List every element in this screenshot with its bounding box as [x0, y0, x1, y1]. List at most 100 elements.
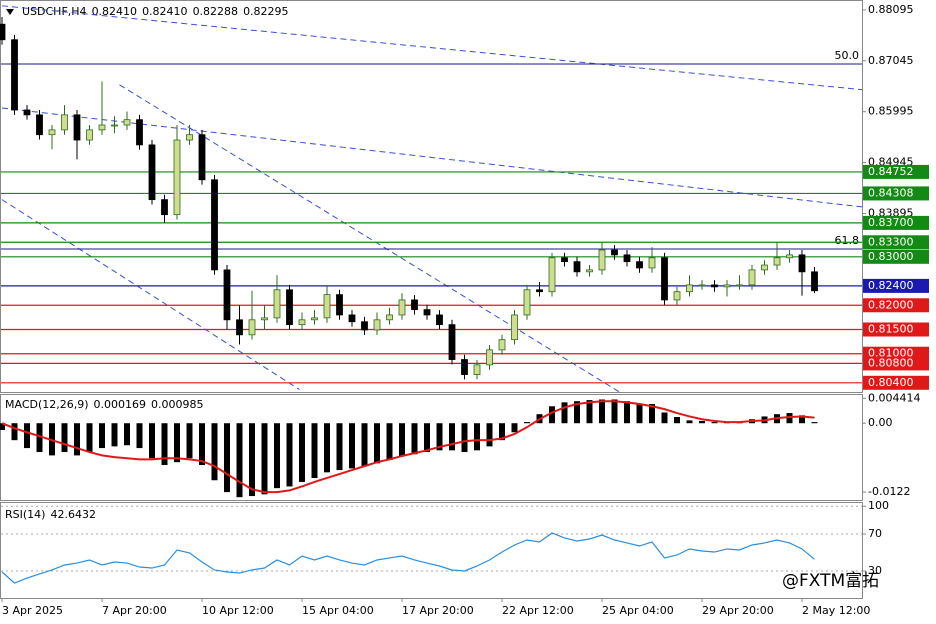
macd-bar — [349, 423, 355, 469]
candle-body — [436, 314, 443, 326]
candle-body — [411, 299, 418, 311]
macd-bar — [461, 423, 468, 453]
menu-arrow[interactable] — [6, 9, 14, 15]
y-tick-label: 0.85995 — [868, 105, 914, 118]
macd-bar — [436, 423, 443, 451]
indicator-title: MACD(12,26,9) — [5, 398, 89, 411]
candle-body — [248, 319, 256, 336]
macd-bar — [299, 423, 305, 482]
macd-bar — [361, 423, 368, 467]
candle-body — [448, 324, 456, 360]
macd-bar — [699, 420, 705, 424]
trend-line — [1, 107, 863, 208]
candle-body — [773, 257, 781, 266]
macd-bar — [124, 423, 130, 446]
candle-body — [586, 269, 593, 273]
candle-body — [423, 309, 431, 316]
y-tick-label: 0.00 — [868, 416, 893, 429]
macd-bar — [324, 423, 330, 473]
candle-body — [286, 289, 293, 326]
candle-body — [623, 254, 631, 263]
macd-bar — [449, 423, 455, 451]
candle-body — [648, 257, 656, 269]
trend-line — [1, 199, 300, 390]
price-level-box — [863, 164, 929, 179]
candle-body — [611, 249, 618, 256]
y-tick-label: 0.88095 — [868, 3, 914, 16]
rsi-line — [1, 532, 815, 584]
macd-bar — [174, 423, 180, 463]
candle-body — [711, 284, 718, 288]
watermark: @FXTM富拓 — [782, 571, 879, 591]
macd-bar — [486, 423, 493, 447]
candle-body — [261, 317, 268, 321]
x-tick-label: 29 Apr 20:00 — [702, 604, 774, 617]
macd-bar — [611, 399, 618, 424]
price-level-box — [863, 215, 929, 230]
candle-body — [136, 119, 143, 146]
symbol-title: USDCHF,H4 — [22, 5, 87, 18]
price-level-label: 0.82400 — [868, 279, 914, 292]
y-tick-label: 0.004414 — [868, 391, 921, 404]
macd-bar — [111, 423, 118, 447]
candle-body — [173, 139, 181, 216]
fib-label: 61.8 — [835, 234, 860, 247]
candle-body — [786, 254, 793, 259]
candle-body — [361, 321, 368, 331]
quote-value: 0.82410 — [92, 5, 138, 18]
plot-layer: USDCHF,H4 0.82410 0.82410 0.82288 0.82295 0.8… — [0, 3, 929, 617]
candle-body — [486, 349, 493, 366]
candle-body — [298, 319, 306, 326]
candle-body — [148, 144, 156, 201]
macd-bar — [286, 423, 293, 487]
main-panel — [0, 0, 863, 393]
macd-bar — [36, 423, 43, 453]
candle-body — [748, 269, 756, 286]
macd-bar — [661, 412, 668, 424]
macd-bar — [524, 422, 530, 424]
price-level-label: 0.82000 — [868, 298, 914, 311]
price-level-label: 0.80400 — [868, 376, 914, 389]
price-level-box — [863, 278, 929, 293]
macd-bar — [74, 423, 80, 456]
macd-panel — [0, 394, 863, 501]
price-level-box — [863, 375, 929, 390]
macd-bar — [136, 423, 143, 449]
candle-body — [236, 319, 243, 336]
candle-body — [511, 314, 518, 341]
x-tick-label: 15 Apr 04:00 — [302, 604, 374, 617]
candle-body — [811, 271, 818, 292]
candle-body — [73, 114, 81, 141]
macd-bar — [549, 406, 555, 424]
candle-body — [661, 257, 668, 301]
macd-bar — [224, 423, 230, 493]
candle-body — [573, 261, 581, 273]
candle-body — [223, 269, 231, 321]
y-tick-label: 30 — [868, 564, 882, 577]
macd-bar — [24, 423, 30, 449]
macd-bar — [499, 423, 505, 441]
price-level-label: 0.81500 — [868, 322, 914, 335]
candle-body — [48, 129, 56, 136]
y-tick-label: -0.0122 — [868, 485, 910, 498]
candle-body — [311, 317, 318, 321]
macd-bar — [261, 423, 268, 495]
candle-body — [23, 109, 31, 116]
macd-bar — [424, 423, 430, 453]
candle-body — [161, 199, 168, 216]
price-level-box — [863, 322, 929, 337]
macd-bar — [61, 423, 68, 453]
price-level-label: 0.80800 — [868, 356, 914, 369]
x-tick-label: 10 Apr 12:00 — [202, 604, 274, 617]
candle-body — [0, 23, 6, 41]
x-tick-label: 7 Apr 20:00 — [102, 604, 167, 617]
macd-bar — [799, 415, 805, 424]
indicator-value: 42.6432 — [50, 508, 96, 521]
macd-bar — [399, 423, 405, 456]
fib-label: 50.0 — [835, 49, 860, 62]
candle-body — [498, 339, 506, 351]
candle-body — [473, 364, 481, 375]
macd-bar — [649, 404, 655, 424]
candle-body — [548, 257, 556, 293]
macd-bar — [786, 413, 793, 424]
